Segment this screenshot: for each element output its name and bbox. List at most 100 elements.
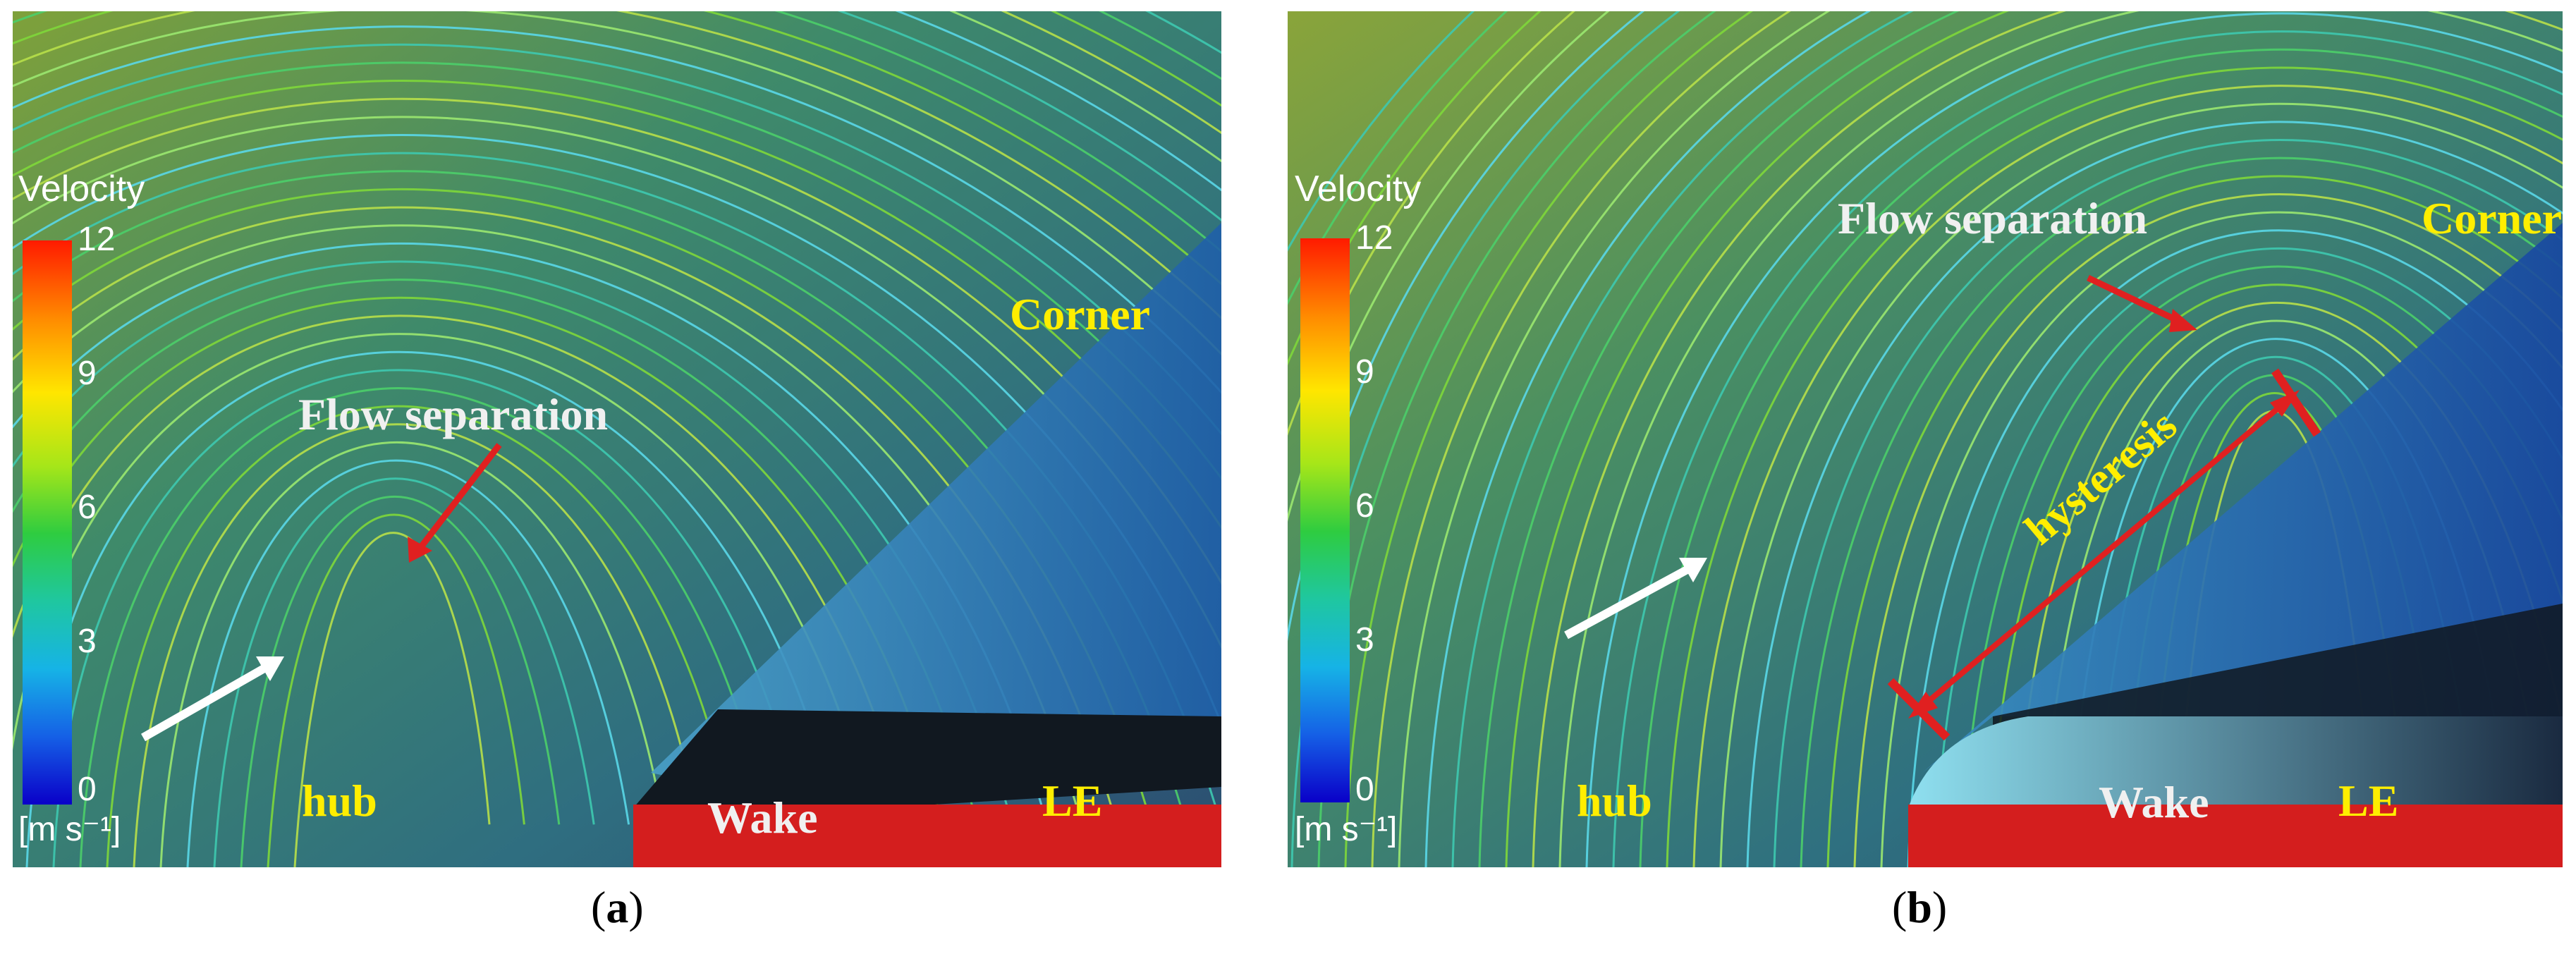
caption-open: ( [1892, 882, 1907, 932]
streamline [1288, 11, 1576, 436]
streamlines [1288, 11, 2563, 867]
hysteresis-tick [1887, 678, 1951, 741]
panel-a: Velocity 12 9 6 3 0 [m s⁻¹] Corner Flow … [13, 11, 1221, 867]
streamline [1585, 12, 2563, 867]
velocity-colorbar [1300, 238, 1350, 802]
streamline [1288, 11, 1645, 643]
streamline [1692, 85, 2563, 867]
colorbar-tick: 12 [78, 221, 116, 258]
colorbar-unit: [m s⁻¹] [1295, 811, 1398, 848]
flow-separation-label: Flow separation [298, 389, 609, 439]
streamline [1719, 102, 2563, 867]
panel-b: Velocity 12 9 6 3 0 [m s⁻¹] Corner Flow … [1288, 11, 2563, 867]
colorbar-tick: 12 [1355, 219, 1393, 257]
caption-b: (b) [1892, 881, 1947, 934]
caption-letter: a [606, 882, 629, 932]
hysteresis-tick [2271, 368, 2321, 437]
hysteresis-arrow [1917, 396, 2291, 712]
separation-arrow-head [408, 537, 432, 563]
inflow-arrow-head [256, 656, 284, 681]
streamline [1288, 11, 1610, 522]
streamline [13, 25, 1221, 394]
corner-label: Corner [1010, 289, 1151, 339]
le-red-surface [633, 805, 1221, 867]
streamline [1424, 11, 1872, 867]
streamline [1666, 66, 2563, 867]
streamline [1505, 11, 2010, 867]
wake-label: Wake [2099, 777, 2209, 827]
inflow-arrow [141, 663, 269, 742]
hub-label: hub [1577, 776, 1652, 826]
caption-a: (a) [591, 881, 644, 934]
corner-region [651, 223, 1221, 787]
streamline [79, 387, 769, 867]
le-label: LE [2338, 776, 2399, 826]
streamline [186, 459, 630, 867]
streamline [1317, 11, 1716, 867]
separation-arrow [2087, 274, 2181, 325]
blade-dark-region [633, 709, 1221, 822]
streamline [106, 405, 735, 867]
blade-dark-region [1993, 604, 2563, 745]
streamline [240, 495, 561, 867]
streamline [1826, 175, 2563, 867]
streamline [1800, 157, 2563, 867]
streamline [1478, 11, 1960, 867]
corner-label: Corner [2422, 193, 2563, 243]
colorbar-tick: 6 [1355, 487, 1374, 525]
streamline [267, 513, 525, 867]
separation-arrow [415, 443, 502, 553]
colorbar-tick: 0 [1355, 771, 1374, 808]
streamline [1907, 229, 2563, 867]
streamline [1773, 139, 2563, 867]
streamline [1746, 121, 2563, 867]
streamline [1853, 193, 2563, 867]
streamline [1612, 30, 2563, 867]
streamline [1532, 11, 2563, 867]
flow-field-a [13, 11, 1221, 867]
caption-close: ) [628, 882, 644, 932]
flow-separation-label: Flow separation [1838, 193, 2148, 243]
streamline [1398, 11, 1831, 867]
streamline [1639, 48, 2563, 867]
streamline [13, 260, 1013, 825]
caption-letter: b [1907, 882, 1932, 932]
streamline [159, 441, 665, 867]
streamline [1371, 11, 1792, 867]
streamline [293, 532, 491, 867]
colorbar-title: Velocity [1295, 169, 1422, 209]
streamline [133, 423, 700, 867]
hub-label: hub [302, 776, 377, 826]
inflow-arrow [1564, 564, 1692, 640]
streamline [1290, 11, 1680, 867]
colorbar-tick: 9 [78, 355, 97, 392]
flow-field-b [1288, 11, 2563, 867]
streamline [13, 279, 979, 825]
le-label: LE [1042, 776, 1103, 826]
velocity-colorbar [23, 240, 72, 805]
colorbar-tick: 3 [1355, 621, 1374, 659]
inflow-arrow-head [1679, 558, 1707, 582]
streamline [13, 242, 1048, 825]
streamline [1344, 11, 1754, 867]
streamline [213, 477, 595, 867]
colorbar-tick: 0 [78, 771, 97, 808]
separation-arrow-head [2169, 309, 2197, 332]
streamline [1880, 211, 2563, 867]
streamline [1934, 247, 2563, 867]
caption-open: ( [591, 882, 606, 932]
le-red-surface [1908, 805, 2563, 867]
streamline [52, 369, 805, 867]
streamline [25, 350, 839, 867]
caption-close: ) [1931, 882, 1948, 932]
streamline [13, 296, 944, 825]
colorbar-title: Velocity [18, 169, 145, 209]
streamline [1451, 11, 1915, 867]
wake-label: Wake [707, 793, 818, 843]
colorbar-unit: [m s⁻¹] [18, 811, 121, 848]
separation-bubble [1908, 716, 2563, 808]
streamline [1960, 265, 2563, 867]
streamline [1558, 11, 2563, 867]
streamline [1288, 11, 1475, 252]
colorbar-tick: 6 [78, 489, 97, 526]
